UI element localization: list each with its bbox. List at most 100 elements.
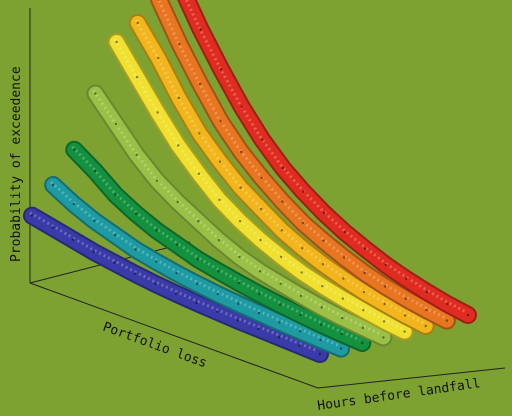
series-4-point-15: [382, 336, 385, 339]
series-1-point-15: [318, 352, 322, 356]
series-8-point-6: [281, 166, 285, 170]
series-8-point-7: [302, 190, 305, 193]
series-5-point-6: [218, 198, 221, 201]
series-7-point-8: [301, 221, 305, 225]
series-3-point-14: [340, 332, 343, 336]
series-7-point-10: [342, 256, 346, 259]
series-5-point-3: [156, 111, 159, 114]
series-1-point-13: [277, 336, 281, 339]
series-8-point-5: [261, 138, 264, 141]
series-4-point-5: [176, 200, 179, 204]
series-4-point-12: [320, 306, 323, 309]
series-3-point-4: [134, 212, 138, 215]
series-2-point-14: [319, 338, 322, 342]
series-4-point-8: [238, 255, 241, 259]
series-1-point-11: [236, 319, 239, 322]
series-7-point-4: [219, 120, 222, 123]
series-3-point-3: [114, 193, 117, 196]
series-1-point-3: [71, 238, 75, 241]
series-4-point-6: [197, 219, 200, 223]
series-2-point-3: [93, 219, 96, 222]
series-7-point-2: [178, 42, 181, 45]
series-4-point-11: [299, 294, 303, 298]
series-7-point-14: [425, 308, 428, 312]
series-3-point-13: [319, 323, 323, 326]
series-1-point-12: [257, 327, 260, 331]
series-1-point-4: [92, 250, 95, 254]
series-3-point-1: [73, 148, 76, 151]
series-3-point-2: [93, 169, 97, 173]
series-6-point-10: [321, 263, 325, 266]
series-5-point-13: [362, 309, 365, 312]
x-axis-line: [29, 282, 319, 389]
series-3-point-6: [175, 243, 179, 246]
series-8-ribbon-highlight: [184, 0, 467, 314]
series-5-point-5: [197, 172, 201, 175]
series-2-point-15: [339, 347, 343, 350]
series-5-point-8: [259, 238, 262, 242]
series-7-point-13: [404, 297, 407, 300]
series-5-point-2: [135, 76, 139, 79]
series-5-point-7: [238, 219, 242, 223]
z-axis-line: [317, 367, 506, 389]
series-6-point-5: [218, 160, 222, 163]
series-1-point-5: [113, 261, 116, 264]
series-1-point-14: [298, 344, 301, 347]
series-6-point-1: [136, 21, 139, 25]
series-8-point-3: [219, 68, 223, 71]
series-7-point-15: [445, 319, 449, 322]
series-2-point-12: [278, 321, 281, 324]
series-2-point-4: [113, 233, 117, 237]
series-3-point-8: [217, 270, 220, 273]
series-6-point-12: [362, 290, 366, 294]
series-1-point-7: [154, 282, 157, 286]
series-3-point-10: [258, 292, 261, 296]
series-5-point-1: [115, 40, 118, 44]
series-8-point-9: [343, 230, 346, 234]
series-3-point-11: [278, 303, 282, 306]
series-4-point-4: [155, 179, 159, 182]
series-8-point-13: [425, 290, 429, 294]
series-6-point-3: [177, 96, 181, 100]
series-4-point-13: [341, 316, 344, 320]
series-2-point-13: [298, 330, 302, 333]
series-7-point-11: [363, 271, 366, 275]
series-1-point-1: [30, 214, 34, 217]
series-7-point-7: [281, 200, 284, 203]
series-8-point-10: [363, 247, 367, 250]
series-2-point-2: [72, 202, 75, 206]
series-8-point-2: [199, 28, 202, 31]
series-2-point-8: [195, 282, 199, 286]
series-5-ribbon-highlight: [113, 38, 404, 330]
series-4-point-3: [135, 153, 138, 156]
series-8-point-15: [466, 313, 470, 317]
series-1-point-9: [195, 301, 198, 305]
series-2-point-6: [154, 260, 158, 263]
series-5-point-10: [300, 271, 303, 274]
series-2-point-5: [134, 248, 137, 251]
series-5-point-14: [382, 320, 386, 323]
series-6-point-14: [403, 314, 407, 317]
series-3-point-9: [237, 281, 241, 285]
series-5-point-9: [279, 255, 283, 258]
series-7-point-6: [260, 176, 263, 180]
series-7-point-9: [322, 239, 325, 242]
series-2-point-7: [175, 272, 178, 275]
series-8-point-14: [446, 302, 449, 306]
series-6-point-7: [259, 207, 263, 211]
series-6-point-8: [280, 229, 283, 232]
series-5-point-11: [321, 284, 324, 288]
series-3-point-5: [155, 229, 158, 232]
series-6-point-15: [424, 324, 427, 328]
series-8-point-4: [240, 105, 243, 109]
series-2-point-9: [216, 292, 219, 296]
series-5-point-12: [341, 297, 345, 300]
series-7-point-5: [239, 150, 243, 154]
series-1-point-2: [51, 226, 54, 229]
series-8-point-12: [405, 277, 408, 281]
series-7-point-12: [383, 285, 387, 288]
series-2-point-11: [257, 311, 261, 315]
series-6-point-2: [157, 57, 160, 60]
series-4-point-1: [94, 92, 97, 95]
